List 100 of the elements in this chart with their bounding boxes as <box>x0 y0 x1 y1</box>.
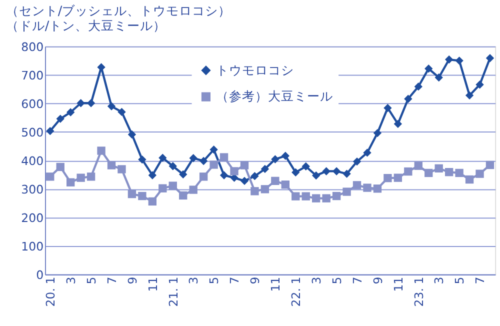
point <box>414 82 422 91</box>
point <box>281 152 290 160</box>
point <box>230 167 238 176</box>
point <box>455 56 464 65</box>
x-tick-label: 3 <box>309 276 324 284</box>
point <box>486 160 494 170</box>
point <box>118 165 126 174</box>
point <box>271 176 280 186</box>
point <box>97 146 106 155</box>
point <box>210 145 218 154</box>
point <box>444 55 454 64</box>
x-tick-label: 5 <box>452 276 467 284</box>
point <box>107 161 116 170</box>
point <box>292 192 300 200</box>
point <box>332 192 341 200</box>
point <box>86 99 96 108</box>
point <box>404 94 412 103</box>
point <box>424 168 433 178</box>
point <box>250 187 259 196</box>
point <box>352 181 362 190</box>
point <box>189 186 198 194</box>
point <box>342 188 351 196</box>
point <box>476 170 484 178</box>
point <box>260 185 270 194</box>
point <box>455 168 464 178</box>
point <box>312 194 320 202</box>
point <box>424 64 433 73</box>
point <box>404 167 412 176</box>
point <box>250 172 259 180</box>
point <box>444 168 454 176</box>
point <box>158 154 167 162</box>
point <box>394 120 402 128</box>
x-tick-label: 3 <box>186 276 201 284</box>
x-tick-label: 11 <box>391 276 406 292</box>
x-tick-label: 11 <box>146 276 160 292</box>
point <box>168 182 177 190</box>
point <box>199 172 208 181</box>
point <box>148 197 157 206</box>
point <box>210 160 218 169</box>
legend-label: トウモロコシ <box>216 62 294 78</box>
point <box>260 164 270 174</box>
point <box>486 54 494 62</box>
point <box>322 167 330 176</box>
point <box>179 170 188 178</box>
point <box>363 184 372 192</box>
x-tick-label: 20. 1 <box>44 276 58 307</box>
x-tick-label: 7 <box>350 276 364 284</box>
point <box>414 162 422 170</box>
point <box>128 130 136 139</box>
point <box>86 172 96 181</box>
point <box>292 168 300 176</box>
y-tick-label: 100 <box>21 239 44 254</box>
point <box>189 154 198 162</box>
point <box>465 91 474 100</box>
x-tick-label: 9 <box>248 276 262 284</box>
point <box>56 114 64 123</box>
point <box>220 171 228 180</box>
point <box>434 164 443 172</box>
y-tick-label: 400 <box>21 154 44 168</box>
point <box>465 175 474 184</box>
x-tick-label: 21. 1 <box>166 276 180 307</box>
point <box>394 174 402 182</box>
point <box>373 184 382 193</box>
x-tick-label: 11 <box>268 276 283 292</box>
point <box>138 192 146 200</box>
point <box>302 192 310 200</box>
point <box>322 194 330 202</box>
point <box>76 99 85 108</box>
x-tick-label: 23. 1 <box>412 276 426 307</box>
y-tick-label: 600 <box>21 96 44 111</box>
point <box>240 176 249 186</box>
y-tick-label: 0 <box>36 268 44 282</box>
point <box>281 180 290 189</box>
point <box>434 73 443 82</box>
point <box>373 128 382 138</box>
text: （ドル/トン、大豆ミール） <box>6 18 166 33</box>
point <box>128 190 136 198</box>
point <box>384 104 392 112</box>
point <box>56 162 64 172</box>
x-tick-label: 9 <box>125 276 140 284</box>
point <box>179 191 188 200</box>
point <box>476 80 484 89</box>
x-tick-label: 5 <box>207 276 222 284</box>
point <box>312 171 320 180</box>
x-tick-label: 5 <box>84 276 98 284</box>
point <box>138 155 146 164</box>
point <box>342 170 351 178</box>
y-tick-label: 700 <box>21 68 44 82</box>
y-tick-label: 200 <box>21 210 44 225</box>
point <box>148 171 157 180</box>
point <box>332 167 341 176</box>
point <box>46 172 54 181</box>
y-axis-title: （セント/ブッシェル、トウモロコシ） <box>6 3 232 18</box>
x-tick-label: 9 <box>370 276 385 284</box>
point <box>168 162 177 170</box>
point <box>66 178 75 186</box>
point <box>220 153 228 162</box>
point <box>118 108 126 116</box>
point <box>363 148 372 157</box>
point <box>302 162 310 170</box>
